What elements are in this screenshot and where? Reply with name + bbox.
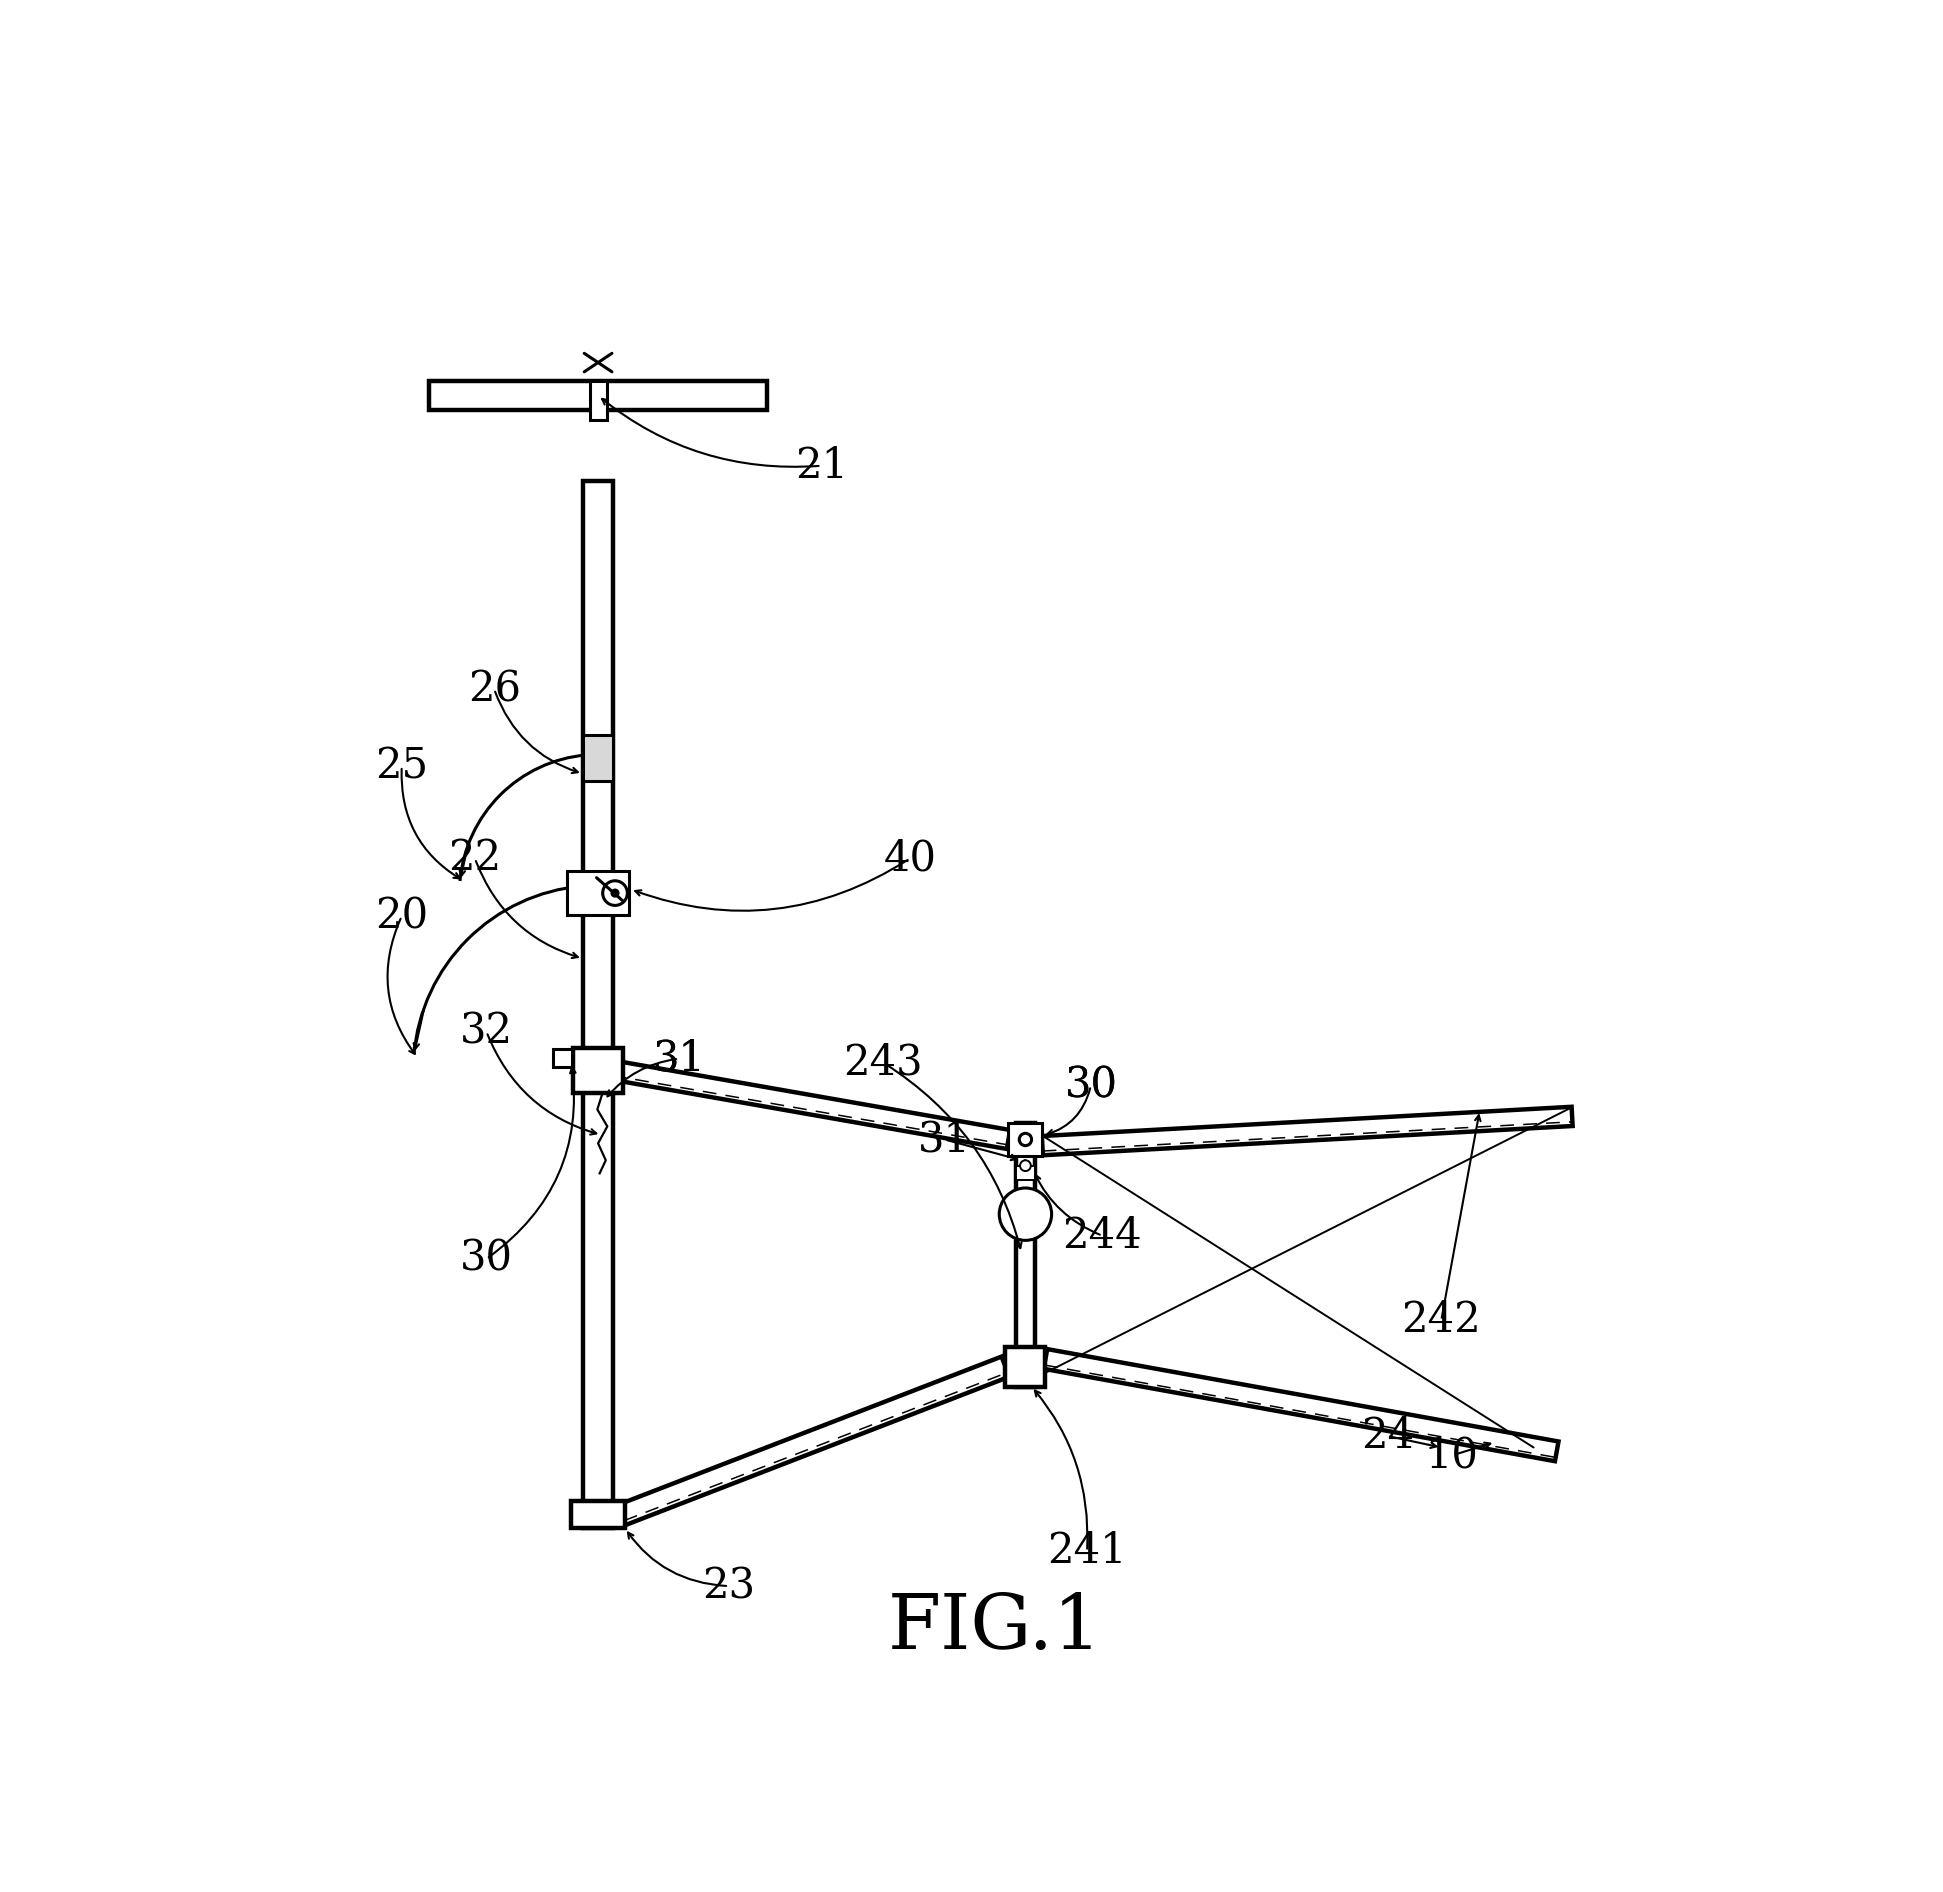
Text: 23: 23	[703, 1565, 756, 1606]
Text: 243: 243	[843, 1041, 923, 1084]
Text: 31: 31	[653, 1037, 705, 1080]
Bar	[583, 736, 614, 781]
Bar	[1005, 1347, 1045, 1387]
Circle shape	[1020, 1133, 1032, 1147]
Bar	[1008, 1122, 1041, 1156]
Text: FIG.1: FIG.1	[888, 1591, 1104, 1665]
Text: 30: 30	[1065, 1065, 1117, 1107]
Bar	[573, 1048, 624, 1092]
Text: 241: 241	[1047, 1531, 1127, 1572]
Polygon shape	[1041, 1107, 1572, 1156]
Text: 30: 30	[1065, 1065, 1117, 1107]
Text: 21: 21	[795, 445, 847, 486]
Text: 20: 20	[375, 895, 427, 937]
Bar	[571, 1502, 626, 1529]
Text: 40: 40	[884, 838, 937, 880]
Polygon shape	[618, 1357, 1008, 1525]
Text: 244: 244	[1063, 1215, 1142, 1256]
Circle shape	[1020, 1160, 1032, 1171]
Polygon shape	[1043, 1349, 1558, 1461]
Text: 25: 25	[375, 745, 427, 787]
Bar	[429, 380, 767, 411]
Bar	[554, 1048, 571, 1067]
Text: 32: 32	[460, 1010, 513, 1052]
Circle shape	[612, 889, 620, 897]
Text: 31: 31	[919, 1118, 972, 1160]
Bar	[1016, 1165, 1036, 1179]
Bar	[567, 870, 630, 916]
Polygon shape	[1016, 1122, 1036, 1387]
Bar	[589, 380, 606, 420]
Bar	[583, 481, 614, 1529]
Text: 26: 26	[468, 668, 521, 710]
Text: 242: 242	[1401, 1300, 1481, 1341]
Text: 10: 10	[1426, 1434, 1479, 1476]
Circle shape	[602, 882, 628, 906]
Text: 30: 30	[460, 1237, 513, 1279]
Text: 31: 31	[653, 1037, 705, 1080]
Text: 22: 22	[449, 838, 501, 880]
Circle shape	[999, 1188, 1051, 1241]
Polygon shape	[612, 1061, 1010, 1148]
Text: 24: 24	[1360, 1415, 1415, 1457]
